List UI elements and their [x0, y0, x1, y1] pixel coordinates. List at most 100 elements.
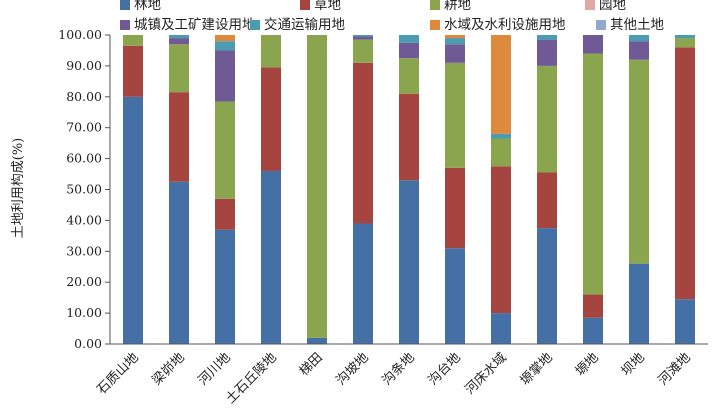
y-tick-label: 10.00	[66, 305, 102, 320]
y-tick-label: 20.00	[66, 274, 102, 289]
bar-segment	[583, 294, 603, 318]
bar-segment	[123, 96, 143, 344]
x-tick-label: 沟坡地	[334, 350, 372, 388]
bar-segment	[491, 166, 511, 314]
bar-segment	[675, 299, 695, 344]
x-tick-label: 土石丘陵地	[223, 350, 280, 407]
bar-segment	[445, 62, 465, 168]
legend-swatch	[430, 0, 440, 10]
y-axis-label: 土地利用构成(%)	[11, 138, 26, 239]
legend-swatch	[120, 0, 130, 10]
x-tick-label: 河床水域	[462, 350, 509, 397]
bar-segment	[583, 317, 603, 344]
y-tick-label: 90.00	[66, 58, 102, 73]
axes	[109, 35, 708, 345]
bar-segment	[537, 39, 557, 66]
bar-segment	[583, 35, 603, 54]
x-tick-label: 石质山地	[94, 350, 141, 397]
bar-segment	[261, 35, 281, 68]
bar-segment	[353, 223, 373, 344]
bar-segment	[353, 35, 373, 37]
bar-segment	[445, 35, 465, 39]
legend-swatch	[250, 20, 260, 30]
x-tick-label: 河川地	[196, 350, 234, 388]
bar-segment	[169, 92, 189, 182]
bar-segment	[353, 39, 373, 63]
bar-segment	[491, 35, 511, 134]
bar-segment	[307, 337, 327, 344]
x-tick-label: 塬地	[573, 350, 602, 379]
bar-segment	[399, 93, 419, 181]
y-axis-grid: 0.00 10.00 20.00 30.00 40.00 50.00 60.00 70.00 8…	[58, 27, 110, 351]
bar-segment	[491, 313, 511, 344]
bar-segment	[169, 181, 189, 344]
x-tick-label: 梯田	[297, 350, 326, 379]
bar-segment	[629, 263, 649, 344]
legend-label: 交通运输用地	[264, 16, 345, 33]
bar-segment	[123, 45, 143, 97]
y-tick-label: 100.00	[58, 27, 102, 42]
bar-segment	[537, 35, 557, 40]
y-tick-label: 40.00	[66, 212, 102, 227]
bar-segment	[261, 67, 281, 171]
bar-segment	[537, 172, 557, 229]
x-tick-label: 梁峁地	[150, 350, 188, 388]
bar-segment	[445, 167, 465, 249]
legend-swatch	[585, 0, 595, 10]
y-tick-label: 80.00	[66, 89, 102, 104]
bar-segment	[675, 35, 695, 39]
bar-segment	[353, 62, 373, 224]
y-tick-label: 70.00	[66, 120, 102, 135]
legend-swatch	[596, 20, 606, 30]
bar-segment	[445, 38, 465, 45]
bar-segment	[629, 59, 649, 264]
bar-segment	[169, 44, 189, 93]
legend-swatch	[430, 20, 440, 30]
bar-segment	[123, 35, 143, 46]
bar-segment	[215, 229, 235, 344]
bar-segment	[583, 53, 603, 295]
bar-segment	[307, 35, 327, 338]
bar-segment	[629, 35, 649, 42]
bar-segment	[215, 198, 235, 230]
y-tick-label: 0.00	[74, 336, 102, 351]
bar-segment	[537, 65, 557, 173]
bar-segment	[537, 228, 557, 344]
y-tick-label: 60.00	[66, 151, 102, 166]
x-tick-label: 沟台地	[426, 350, 464, 388]
legend-label: 园地	[599, 0, 627, 13]
x-tick-label: 河滩地	[656, 350, 694, 388]
bar-segment	[445, 248, 465, 344]
bar-segment	[491, 138, 511, 167]
bar-segment	[353, 36, 373, 40]
legend-label: 其他土地	[610, 17, 664, 33]
bar-segment	[169, 35, 189, 39]
bar-segment	[215, 50, 235, 102]
bars	[123, 35, 695, 344]
bar-segment	[399, 35, 419, 43]
bar-segment	[215, 41, 235, 51]
bar-segment	[491, 133, 511, 139]
y-tick-label: 50.00	[66, 182, 102, 197]
x-tick-label: 沟条地	[379, 350, 418, 389]
x-tick-label: 塬掌地	[518, 350, 556, 388]
bar-segment	[215, 101, 235, 199]
x-tick-label: 坝地	[619, 350, 648, 379]
bar-segment	[399, 42, 419, 59]
bar-segment	[169, 38, 189, 45]
legend-swatch	[120, 20, 130, 30]
legend-label: 草地	[314, 0, 341, 13]
bar-segment	[629, 41, 649, 60]
bar-segment	[261, 170, 281, 344]
bar-segment	[675, 47, 695, 300]
legend-label: 林地	[134, 0, 161, 13]
bar-segment	[215, 35, 235, 42]
bar-segment	[675, 38, 695, 48]
legend-label: 耕地	[444, 0, 471, 13]
bar-segment	[445, 44, 465, 63]
bar-segment	[399, 58, 419, 94]
y-tick-label: 30.00	[66, 243, 102, 258]
